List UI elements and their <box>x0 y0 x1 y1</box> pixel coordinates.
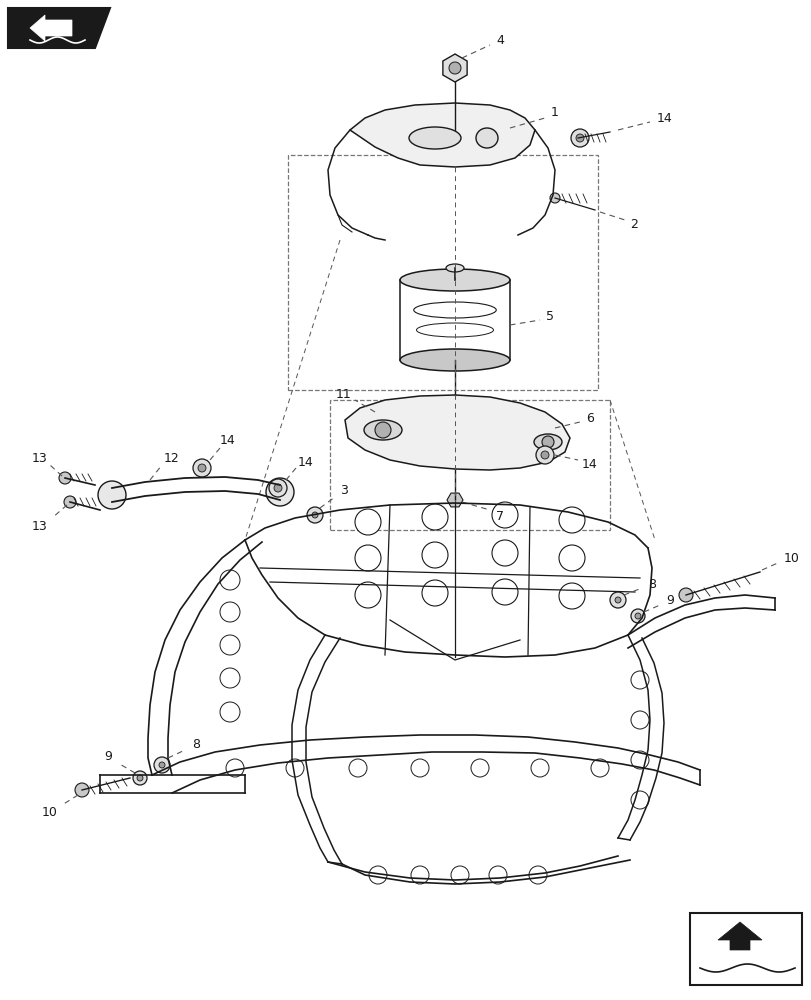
Circle shape <box>133 771 147 785</box>
Ellipse shape <box>400 269 509 291</box>
Circle shape <box>470 759 488 777</box>
Circle shape <box>422 580 448 606</box>
Circle shape <box>609 592 625 608</box>
Circle shape <box>354 545 380 571</box>
Circle shape <box>630 671 648 689</box>
Circle shape <box>410 759 428 777</box>
Text: 3: 3 <box>340 485 347 497</box>
Circle shape <box>573 133 582 143</box>
Circle shape <box>220 635 240 655</box>
Circle shape <box>558 545 584 571</box>
Circle shape <box>307 507 323 523</box>
Polygon shape <box>345 395 569 470</box>
Text: 5: 5 <box>545 310 553 322</box>
Text: 14: 14 <box>581 458 597 472</box>
Polygon shape <box>30 15 72 41</box>
Circle shape <box>630 791 648 809</box>
Circle shape <box>368 866 387 884</box>
Text: 10: 10 <box>42 806 58 818</box>
Ellipse shape <box>400 349 509 371</box>
Circle shape <box>266 478 294 506</box>
Ellipse shape <box>534 434 561 450</box>
Circle shape <box>159 762 165 768</box>
Text: 9: 9 <box>104 750 112 764</box>
Circle shape <box>491 540 517 566</box>
Text: 14: 14 <box>298 456 314 468</box>
Circle shape <box>220 702 240 722</box>
Circle shape <box>575 134 583 142</box>
Circle shape <box>570 129 588 147</box>
Text: 6: 6 <box>586 412 593 424</box>
Polygon shape <box>442 54 466 82</box>
Circle shape <box>220 570 240 590</box>
Text: 13: 13 <box>32 452 48 464</box>
Circle shape <box>354 509 380 535</box>
Circle shape <box>220 668 240 688</box>
Circle shape <box>488 866 506 884</box>
Circle shape <box>535 446 553 464</box>
Text: 8: 8 <box>647 578 655 590</box>
Circle shape <box>268 479 286 497</box>
Circle shape <box>220 602 240 622</box>
Circle shape <box>75 783 89 797</box>
Circle shape <box>98 481 126 509</box>
Circle shape <box>549 193 560 203</box>
Circle shape <box>614 597 620 603</box>
Circle shape <box>375 422 391 438</box>
Circle shape <box>59 472 71 484</box>
Circle shape <box>630 609 644 623</box>
Circle shape <box>311 512 318 518</box>
Text: 9: 9 <box>665 594 673 607</box>
Text: 12: 12 <box>164 452 180 464</box>
Circle shape <box>410 866 428 884</box>
Circle shape <box>273 484 281 492</box>
Circle shape <box>558 507 584 533</box>
Circle shape <box>630 751 648 769</box>
Text: 8: 8 <box>191 738 200 752</box>
Circle shape <box>491 502 517 528</box>
Circle shape <box>558 583 584 609</box>
Circle shape <box>154 757 169 773</box>
Circle shape <box>491 579 517 605</box>
Ellipse shape <box>475 128 497 148</box>
Polygon shape <box>717 922 761 950</box>
Circle shape <box>634 613 640 619</box>
Circle shape <box>137 775 143 781</box>
Text: 11: 11 <box>336 387 351 400</box>
Circle shape <box>422 504 448 530</box>
Text: 14: 14 <box>656 111 672 124</box>
Circle shape <box>450 866 469 884</box>
Text: 1: 1 <box>551 105 558 118</box>
Circle shape <box>540 451 548 459</box>
Polygon shape <box>8 8 109 48</box>
Circle shape <box>285 759 303 777</box>
Circle shape <box>528 866 547 884</box>
Circle shape <box>225 759 243 777</box>
Circle shape <box>354 582 380 608</box>
Ellipse shape <box>363 420 401 440</box>
Text: 10: 10 <box>783 552 799 564</box>
Text: 13: 13 <box>32 520 48 532</box>
FancyBboxPatch shape <box>689 913 801 985</box>
Circle shape <box>590 759 608 777</box>
Ellipse shape <box>409 127 461 149</box>
Polygon shape <box>350 103 534 167</box>
Circle shape <box>193 459 211 477</box>
Ellipse shape <box>445 264 463 272</box>
Circle shape <box>198 464 206 472</box>
Circle shape <box>530 759 548 777</box>
Circle shape <box>448 62 461 74</box>
Circle shape <box>422 542 448 568</box>
Text: 4: 4 <box>496 33 504 46</box>
Circle shape <box>64 496 76 508</box>
Text: 14: 14 <box>220 434 235 448</box>
Polygon shape <box>446 493 462 507</box>
Circle shape <box>541 436 553 448</box>
Circle shape <box>678 588 692 602</box>
Circle shape <box>630 711 648 729</box>
Text: 2: 2 <box>629 219 637 232</box>
Text: 7: 7 <box>496 510 504 522</box>
Circle shape <box>349 759 367 777</box>
